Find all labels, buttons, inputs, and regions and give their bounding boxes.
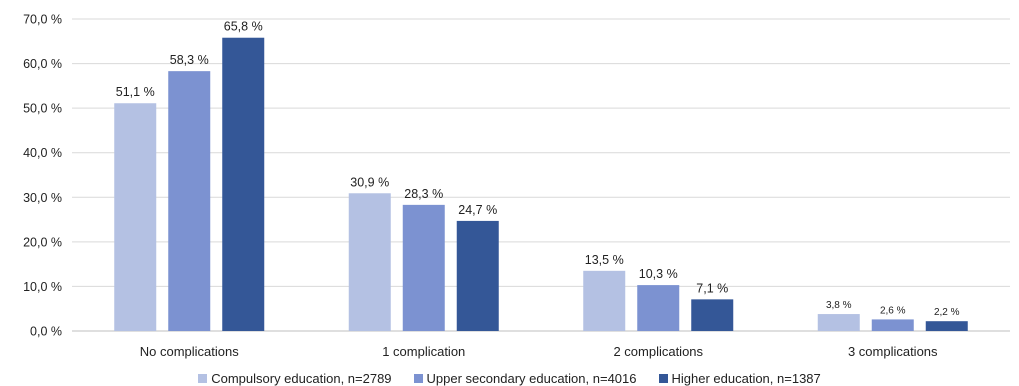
x-tick-label: 1 complication	[382, 344, 465, 359]
y-tick-label: 40,0 %	[23, 146, 62, 160]
legend-swatch-compulsory	[198, 373, 208, 383]
y-tick-label: 20,0 %	[23, 235, 62, 249]
data-label: 13,5 %	[585, 253, 624, 267]
bar	[583, 270, 626, 331]
bar	[871, 319, 914, 331]
bar	[348, 193, 391, 331]
legend-label-upper-secondary: Upper secondary education, n=4016	[426, 370, 637, 386]
data-label: 28,3 %	[404, 187, 443, 201]
data-label: 24,7 %	[458, 203, 497, 217]
bar-chart: 0,0 % 10,0 % 20,0 % 30,0 % 40,0 % 50,0 % 60,0 …	[23, 13, 1010, 359]
data-label: 3,8 %	[826, 300, 852, 311]
x-tick-label: 3 complications	[848, 344, 938, 359]
bar	[168, 71, 211, 332]
bar	[637, 285, 680, 331]
bar	[691, 299, 734, 331]
y-tick-label: 10,0 %	[23, 280, 62, 294]
y-tick-label: 30,0 %	[23, 191, 62, 205]
legend-item-compulsory: Compulsory education, n=2789	[198, 370, 392, 386]
y-tick-label: 60,0 %	[23, 57, 62, 71]
bar	[114, 103, 157, 332]
y-tick-label: 0,0 %	[30, 325, 62, 339]
x-tick-label: No complications	[140, 344, 239, 359]
x-tick-label: 2 complications	[613, 344, 703, 359]
legend-label-higher: Higher education, n=1387	[671, 370, 821, 386]
bar	[456, 220, 499, 331]
data-label: 10,3 %	[639, 267, 678, 281]
bar	[402, 204, 445, 331]
data-label: 30,9 %	[350, 175, 389, 189]
legend-item-higher: Higher education, n=1387	[658, 370, 821, 386]
data-label: 7,1 %	[696, 281, 728, 295]
data-label: 65,8 %	[224, 20, 263, 34]
data-label: 58,3 %	[170, 53, 209, 67]
legend-swatch-upper-secondary	[413, 373, 423, 383]
y-tick-label: 50,0 %	[23, 102, 62, 116]
legend-swatch-higher	[658, 373, 668, 383]
data-label: 2,2 %	[934, 307, 960, 318]
data-label: 51,1 %	[116, 85, 155, 99]
data-label: 2,6 %	[880, 305, 906, 316]
legend: Compulsory education, n=2789 Upper secon…	[0, 370, 1019, 386]
bar	[817, 314, 860, 331]
bar	[222, 37, 265, 331]
bar	[925, 321, 968, 331]
legend-item-upper-secondary: Upper secondary education, n=4016	[413, 370, 637, 386]
legend-label-compulsory: Compulsory education, n=2789	[211, 370, 392, 386]
y-tick-label: 70,0 %	[23, 13, 62, 27]
